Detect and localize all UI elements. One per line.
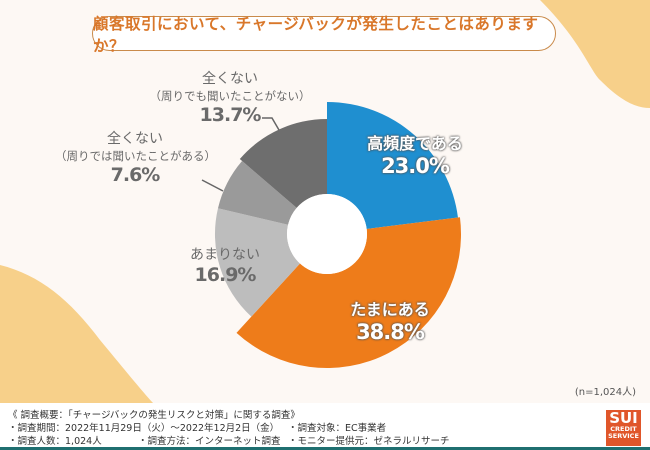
label-never-not-heard-name: 全くない [202,71,258,87]
donut-slice-3 [217,160,297,225]
label-never-heard: 全くない （周りでは聞いたことがある） 7.6% [55,128,216,186]
footer-bottom-bar [0,447,650,450]
label-rarely-name: あまりない [190,247,260,263]
label-never-heard-sub: （周りでは聞いたことがある） [55,149,216,163]
donut-slice-0 [327,102,458,229]
donut-slice-4 [239,119,327,208]
label-never-not-heard: 全くない （周りでも聞いたことがない） 13.7% [145,68,315,126]
footer-method: ・調査方法：インターネット調査 [138,436,281,447]
footer-target: ・調査対象：EC事業者 [288,423,387,434]
sui-credit-service-logo: SUI CREDIT SERVICE [606,410,641,446]
label-never-heard-name: 全くない [107,131,163,147]
footer-period: ・調査期間：2022年11月29日（火）～2022年12月2日（金） [8,423,280,434]
label-frequent-value: 23.0% [381,154,450,178]
donut-slice-1 [236,217,461,368]
footer-heading: 《 調査概要：「チャージバックの発生リスクと対策」に関する調査》 [8,410,300,421]
label-never-not-heard-sub: （周りでも聞いたことがない） [149,89,311,103]
label-never-heard-value: 7.6% [110,164,161,186]
label-never-not-heard-value: 13.7% [199,104,262,126]
label-sometimes: たまにある 38.8% [335,296,445,344]
logo-line1: SUI [609,409,638,427]
leader-never-heard [201,179,224,192]
sample-size-note: (n=1,024人) [574,387,636,398]
label-frequent: 高頻度である 23.0% [355,130,475,178]
footer-provider: ・モニター提供元：ゼネラルリサーチ [288,436,450,447]
label-rarely-value: 16.9% [194,264,257,286]
label-sometimes-value: 38.8% [356,320,425,344]
label-frequent-name: 高頻度である [367,134,463,153]
label-rarely: あまりない 16.9% [180,244,270,286]
footer-count: ・調査人数：1,024人 [8,436,102,447]
donut-hole [287,194,367,274]
logo-line3: SERVICE [608,431,639,440]
logo-line2: CREDIT [610,425,637,433]
leader-never-not-heard [262,117,280,131]
question-title: 顧客取引において、チャージバックが発生したことはありますか？ [92,15,556,55]
donut-slice-2 [214,208,300,317]
survey-footer: 《 調査概要：「チャージバックの発生リスクと対策」に関する調査》 ・調査期間：2… [0,403,650,450]
label-sometimes-name: たまにある [350,300,430,319]
